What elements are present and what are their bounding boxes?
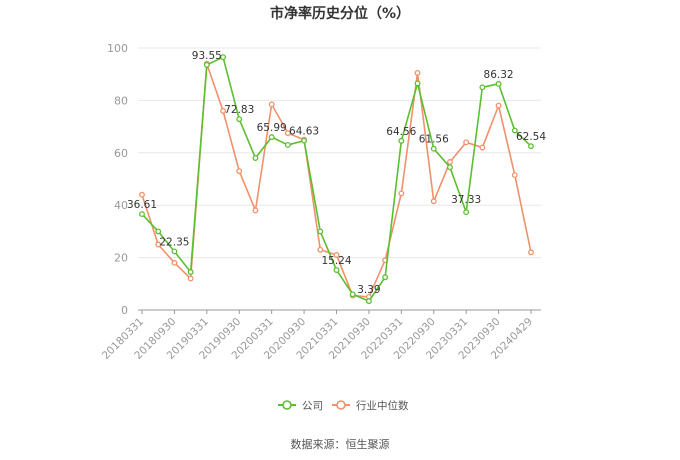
data-label: 65.99 [257, 122, 287, 134]
y-tick-label: 40 [114, 199, 128, 212]
data-point-industry-median [511, 172, 518, 179]
data-point-industry-median [220, 107, 226, 114]
data-point-company [220, 54, 226, 61]
data-point-company [398, 137, 405, 144]
data-point-company [301, 137, 308, 144]
data-label: 64.63 [289, 126, 319, 138]
data-point-industry-median [414, 69, 421, 76]
y-tick-label: 80 [114, 94, 128, 107]
data-source-note: 数据来源：恒生聚源 [290, 438, 390, 451]
data-point-company [236, 116, 243, 123]
data-point-company [171, 248, 178, 255]
data-point-company [495, 80, 502, 87]
data-point-industry-median [495, 102, 502, 109]
legend-label: 公司 [302, 400, 323, 412]
data-point-industry-median [333, 252, 340, 258]
data-point-industry-median [268, 101, 275, 108]
data-point-industry-median [155, 241, 162, 248]
data-point-industry-median [447, 159, 453, 165]
data-point-company [139, 211, 145, 218]
data-point-industry-median [528, 249, 534, 256]
legend-label: 行业中位数 [356, 399, 409, 412]
data-label: 61.56 [419, 134, 449, 146]
data-point-company [463, 209, 470, 216]
chart-title: 市净率历史分位（%） [269, 6, 411, 22]
legend-marker [282, 400, 292, 410]
data-label: 22.35 [159, 236, 189, 248]
data-label: 15.24 [321, 255, 351, 267]
data-point-company [382, 274, 389, 281]
y-tick-label: 0 [121, 304, 128, 317]
data-label: 62.54 [516, 131, 546, 143]
data-label: 64.56 [386, 126, 416, 138]
data-point-company [447, 164, 453, 171]
data-point-company [479, 84, 486, 91]
series-lines [139, 54, 534, 305]
y-tick-label: 100 [107, 42, 128, 55]
data-point-industry-median [317, 246, 324, 253]
legend-item-company: 公司 [278, 400, 323, 412]
y-tick-label: 60 [114, 147, 128, 160]
data-point-company [155, 228, 162, 235]
data-point-company [349, 291, 356, 298]
data-point-industry-median [430, 198, 437, 205]
data-point-industry-median [463, 139, 470, 146]
data-label: 3.39 [357, 284, 380, 296]
data-point-industry-median [398, 190, 405, 197]
data-point-company [365, 298, 372, 305]
data-label: 72.83 [224, 104, 254, 116]
data-point-company [268, 134, 275, 141]
data-point-company [284, 141, 291, 148]
y-tick-label: 20 [114, 252, 128, 265]
data-point-industry-median [236, 168, 243, 175]
data-label: 86.32 [484, 69, 514, 81]
legend-item-industry-median: 行业中位数 [332, 399, 409, 412]
data-point-industry-median [187, 275, 194, 282]
data-point-industry-median [171, 259, 178, 266]
legend: 公司 行业中位数 [278, 399, 409, 412]
data-point-company [511, 127, 518, 134]
data-point-industry-median [139, 191, 145, 198]
data-label: 93.55 [192, 50, 222, 62]
data-point-company [317, 228, 324, 235]
data-point-industry-median [284, 130, 291, 137]
data-point-company [430, 145, 437, 152]
data-point-company [187, 269, 194, 275]
data-point-industry-median [479, 144, 486, 151]
data-label: 36.61 [127, 199, 157, 211]
legend-marker [336, 400, 346, 410]
data-point-industry-median [252, 207, 259, 214]
data-point-company [333, 267, 340, 274]
data-point-company [414, 80, 421, 87]
data-label: 37.33 [451, 194, 481, 206]
data-point-company [528, 143, 534, 150]
data-point-company [203, 61, 210, 68]
data-point-company [252, 155, 259, 161]
